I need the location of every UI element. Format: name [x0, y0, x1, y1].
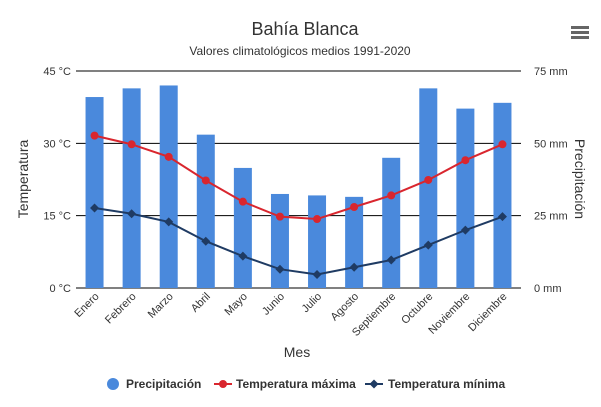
legend-temp-max-symbol [219, 380, 227, 388]
left-tick-label: 45 °C [43, 66, 71, 78]
temp-min-point [90, 203, 100, 213]
temp-min-point [423, 240, 433, 250]
temp-min-point [386, 255, 396, 265]
temp-max-point [275, 212, 284, 221]
x-tick-label: Agosto [329, 291, 362, 324]
precipitation-bar [85, 97, 104, 288]
precipitation-bar [382, 157, 401, 288]
legend-item-temp-min[interactable]: Temperatura mínima [365, 377, 505, 391]
legend-precipitation-label: Precipitación [126, 377, 201, 391]
temp-min-point [460, 225, 470, 235]
x-axis-title: Mes [284, 344, 310, 360]
legend-temp-max-label: Temperatura máxima [236, 377, 356, 391]
chart-title: Bahía Blanca [251, 19, 359, 39]
precipitation-bar [233, 167, 252, 288]
temp-min-point [275, 264, 285, 274]
temp-max-point [424, 175, 433, 184]
temp-min-point [127, 209, 137, 219]
temp-max-point [461, 156, 470, 165]
left-axis-title: Temperatura [15, 139, 31, 218]
precipitation-bar [345, 196, 364, 288]
right-tick-label: 50 mm [534, 138, 568, 150]
temp-max-point [238, 197, 247, 206]
precipitation-bar [493, 102, 512, 289]
x-tick-label: Diciembre [466, 291, 509, 334]
x-axis-ticks: Enero Febrero Marzo Abril Mayo Junio Julio Agos… [72, 291, 509, 339]
temp-max-line [94, 134, 503, 221]
x-tick-label: Octubre [399, 291, 435, 327]
precipitation-bar [419, 88, 438, 288]
x-tick-label: Marzo [146, 291, 176, 321]
temp-min-line [94, 206, 503, 276]
right-tick-label: 0 mm [534, 283, 562, 295]
precipitation-bar [122, 88, 141, 288]
x-tick-label: Abril [189, 291, 213, 315]
legend-temp-min-label: Temperatura mínima [388, 377, 505, 391]
temp-min-point [497, 212, 507, 222]
temp-max-point [387, 191, 396, 200]
temp-max-point [90, 131, 99, 140]
legend-item-precipitation[interactable]: Precipitación [107, 377, 201, 391]
temp-max-point [201, 176, 210, 185]
chart-subtitle: Valores climatológicos medios 1991-2020 [189, 44, 411, 58]
temp-min-point [349, 262, 359, 272]
x-tick-label: Febrero [103, 291, 139, 327]
left-tick-label: 15 °C [43, 211, 71, 223]
right-tick-label: 75 mm [534, 66, 568, 78]
precipitation-bar [270, 193, 289, 288]
temp-min-point [201, 236, 211, 246]
right-tick-label: 25 mm [534, 211, 568, 223]
temperature-lines [90, 131, 507, 279]
precipitation-bars [85, 85, 512, 289]
temp-max-point [350, 202, 359, 211]
right-axis-title: Precipitación [572, 139, 588, 219]
temp-min-point [238, 251, 248, 261]
temp-max-point [127, 140, 136, 149]
legend-temp-min-symbol [369, 379, 379, 389]
x-tick-label: Mayo [222, 291, 250, 319]
temp-max-point [164, 152, 173, 161]
temp-min-point [164, 217, 174, 227]
temp-max-point [498, 140, 507, 149]
left-tick-label: 30 °C [43, 138, 71, 150]
temp-min-point [312, 269, 322, 279]
left-tick-label: 0 °C [49, 283, 71, 295]
legend-item-temp-max[interactable]: Temperatura máxima [214, 377, 356, 391]
temp-max-point [313, 215, 322, 224]
precipitation-bar [196, 134, 215, 288]
x-tick-label: Enero [72, 291, 101, 320]
precipitation-bar [159, 85, 178, 288]
hamburger-menu-icon[interactable] [571, 26, 589, 39]
legend: Precipitación Temperatura máxima Tempera… [107, 377, 505, 391]
left-axis-ticks: 0 °C 15 °C 30 °C 45 °C [43, 66, 71, 295]
legend-precipitation-symbol [107, 378, 119, 390]
precipitation-bar [456, 108, 475, 288]
right-axis-ticks: 0 mm 25 mm 50 mm 75 mm [534, 66, 568, 295]
grid-lines [76, 70, 521, 289]
x-tick-label: Junio [260, 291, 287, 318]
x-tick-label: Julio [300, 291, 324, 315]
